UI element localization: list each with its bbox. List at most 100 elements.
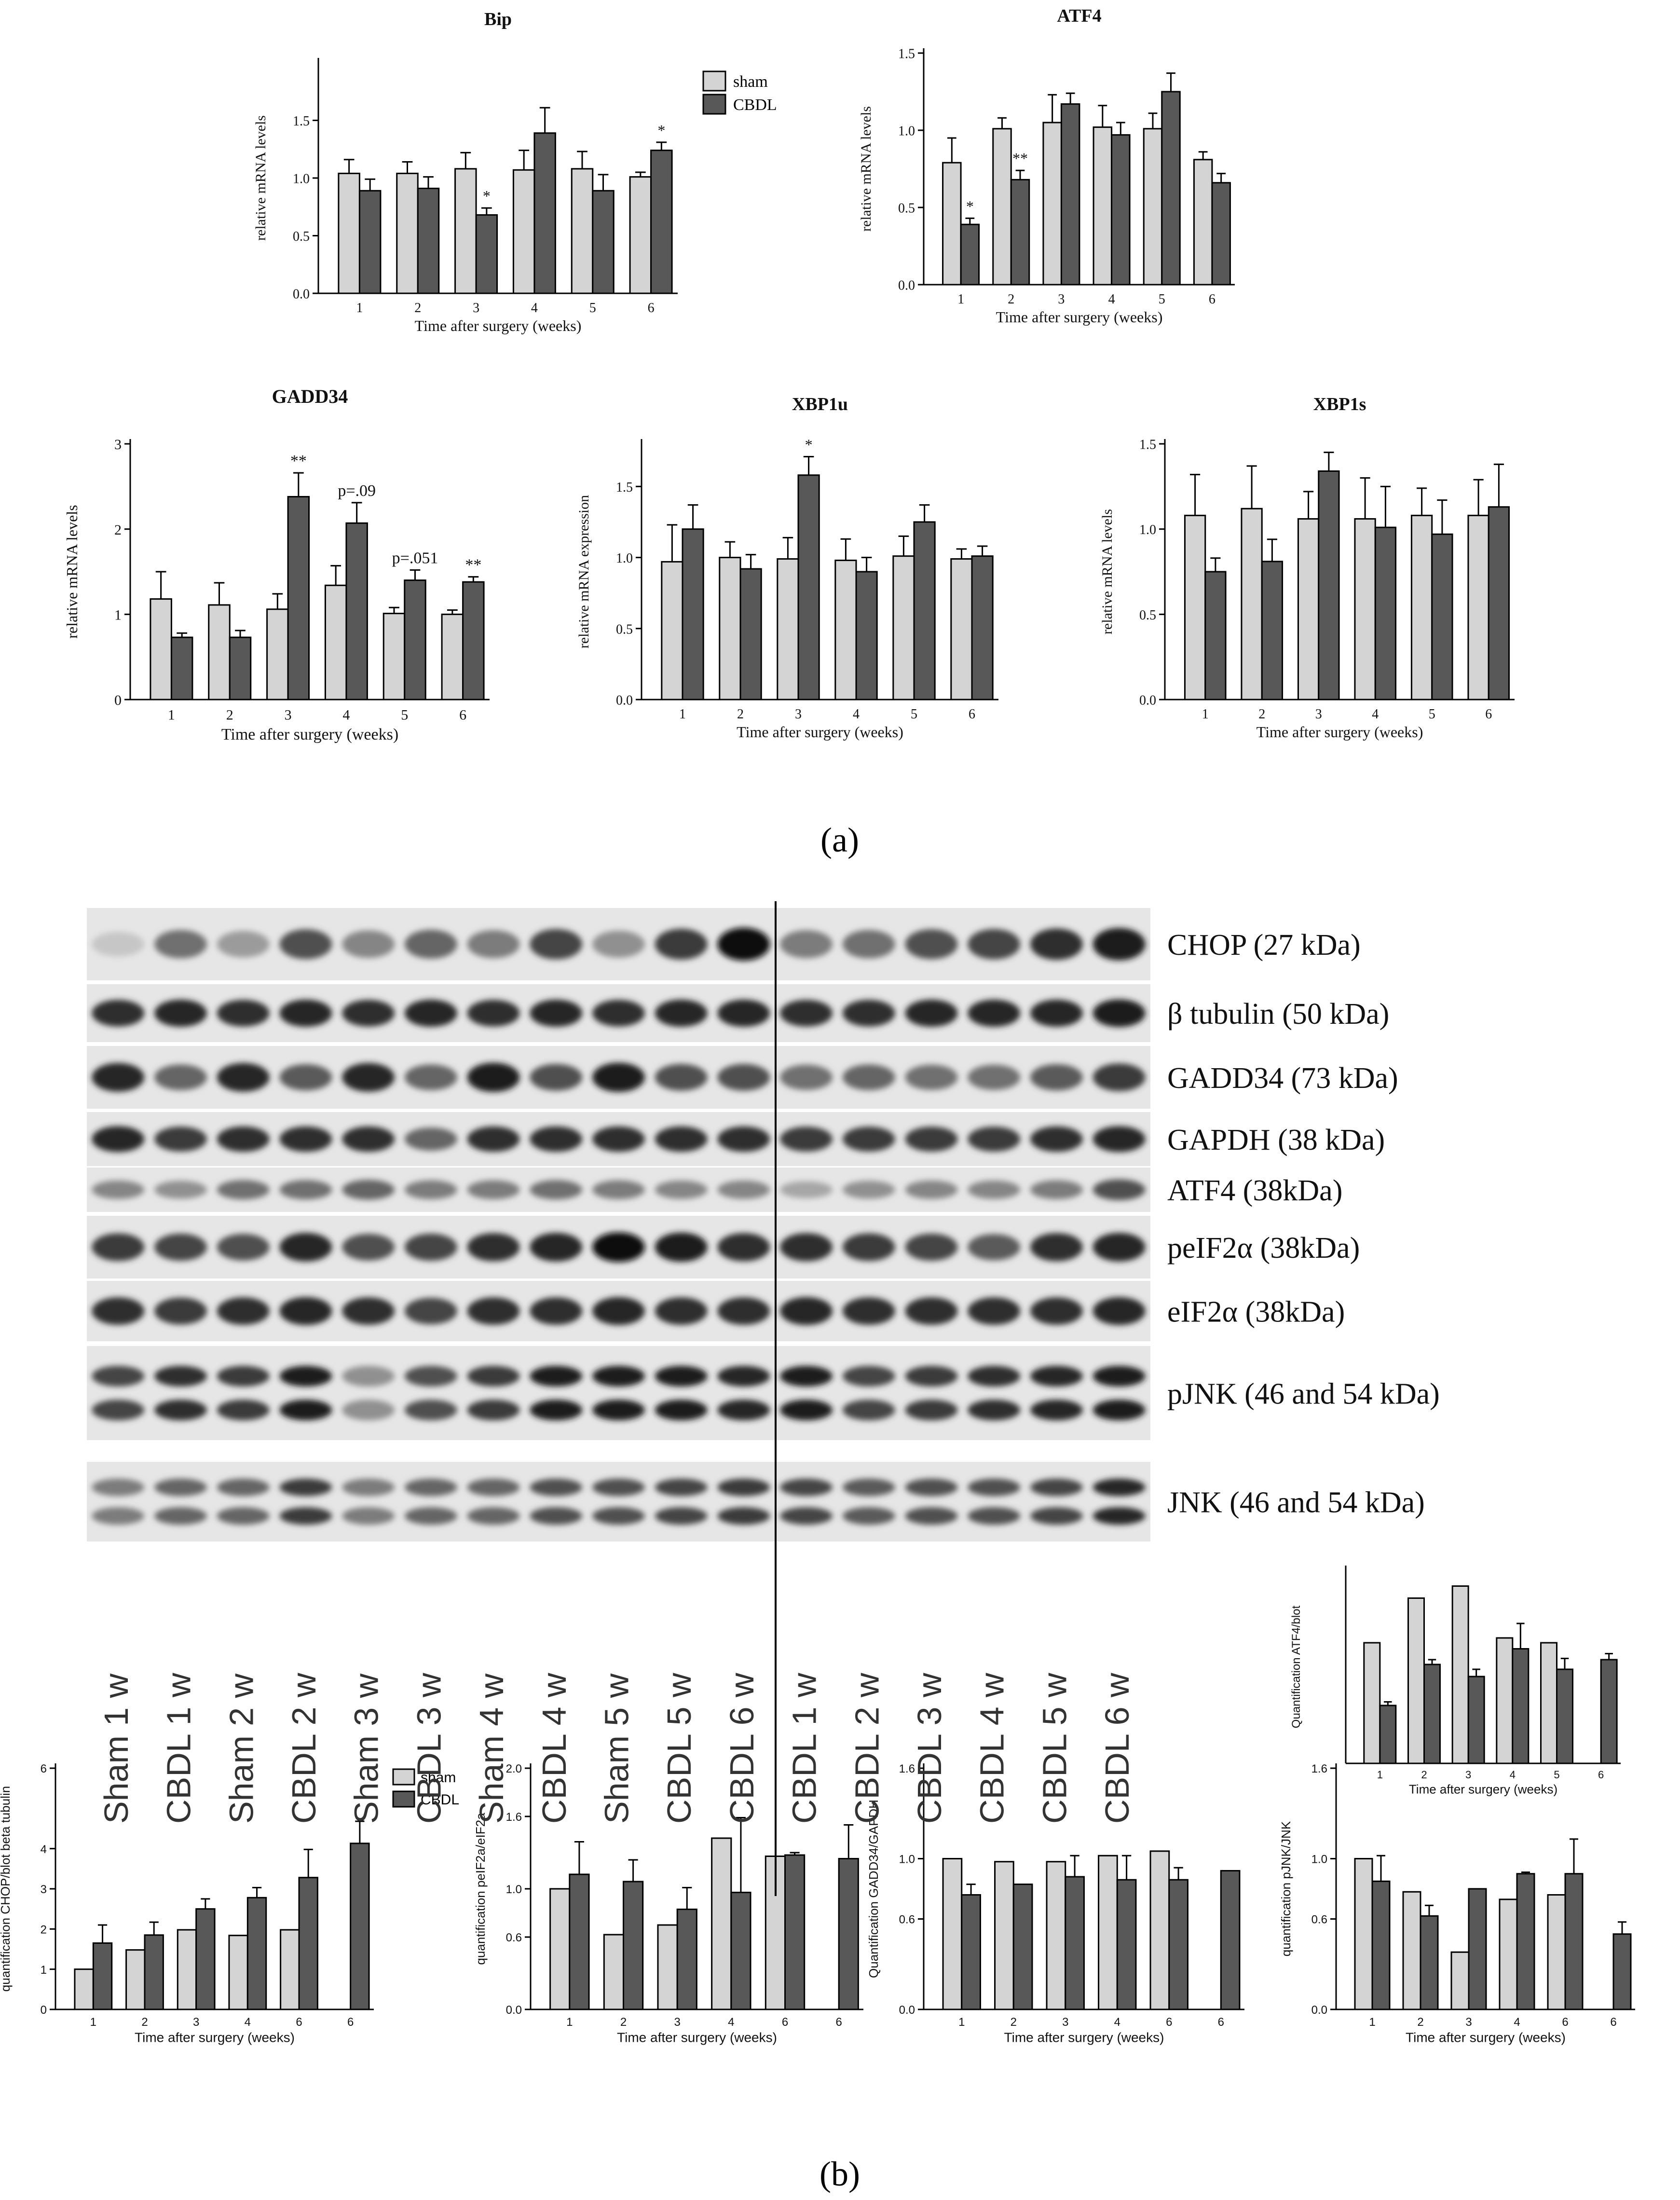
- bar-cbdl-q_peif2a: [784, 1854, 806, 2010]
- blot-band: [217, 931, 270, 958]
- y-tick-label-q_chop: 2: [41, 1923, 47, 1936]
- bar-cbdl-atf4: [1161, 91, 1181, 286]
- x-tick-label-gadd34: 6: [459, 707, 466, 723]
- blot-band: [530, 1400, 583, 1421]
- blot-band: [154, 1400, 207, 1421]
- y-tick-label-xbp1u: 1.5: [616, 480, 633, 495]
- blot-band: [1030, 1297, 1083, 1325]
- blot-band: [92, 1126, 145, 1152]
- y-tick-label-q_peif2a: 0.6: [506, 1931, 522, 1944]
- blot-band: [968, 1400, 1021, 1421]
- blot-band: [217, 1297, 270, 1325]
- blot-band: [905, 1365, 958, 1387]
- blot-band: [717, 1180, 770, 1199]
- blot-band: [968, 1064, 1021, 1090]
- blot-band: [217, 1507, 270, 1525]
- blot-lane-label: Sham 1 w: [97, 1673, 135, 1824]
- bar-sham-gadd34: [208, 604, 231, 701]
- blot-band: [217, 1478, 270, 1496]
- blot-lane-label: CBDL 1 w: [786, 1673, 823, 1824]
- blot-band: [655, 1365, 708, 1387]
- blot-band: [154, 1507, 207, 1525]
- bar-sham-q_atf4: [1496, 1637, 1514, 1764]
- y-tick-label-bip: 0.5: [293, 229, 310, 244]
- x-axis-label-q_peif2a: Time after surgery (weeks): [617, 2030, 777, 2045]
- y-tick-label-atf4: 1.0: [898, 124, 915, 139]
- blot-band: [530, 929, 583, 960]
- blot-band: [592, 1365, 645, 1387]
- blot-band: [780, 1000, 833, 1027]
- bar-cbdl-bip: [592, 190, 615, 294]
- blot-band: [592, 1478, 645, 1496]
- x-axis-label-atf4: Time after surgery (weeks): [996, 308, 1163, 326]
- bar-sham-xbp1s: [1354, 518, 1376, 701]
- bar-sham-gadd34: [150, 598, 172, 701]
- blot-lane-label: CBDL 3 w: [410, 1673, 448, 1824]
- x-tick-label-q_gadd34: 4: [1114, 2016, 1120, 2029]
- significance-annotation-gadd34: p=.09: [338, 482, 376, 500]
- blot-band: [154, 1297, 207, 1325]
- blot-band: [905, 999, 958, 1027]
- blot-strip-3: GAPDH (38 kDa): [87, 1112, 1385, 1166]
- blot-band: [154, 1365, 207, 1387]
- bar-cbdl-q_pjnk: [1420, 1915, 1439, 2010]
- bar-cbdl-q_chop: [298, 1877, 318, 2010]
- x-tick-label-q_peif2a: 3: [674, 2016, 680, 2029]
- x-tick-label-q_pjnk: 3: [1465, 2016, 1472, 2029]
- blot-band: [279, 929, 332, 959]
- bar-sham-q_gadd34: [1098, 1855, 1118, 2010]
- bar-cbdl-xbp1s: [1261, 561, 1284, 701]
- blot-band: [217, 1063, 270, 1092]
- bar-cbdl-q_atf4: [1379, 1705, 1397, 1764]
- bar-sham-q_atf4: [1363, 1642, 1381, 1764]
- y-tick-label-bip: 0.0: [293, 287, 310, 302]
- x-tick-label-q_pjnk: 2: [1417, 2016, 1423, 2029]
- bar-cbdl-xbp1u: [682, 528, 704, 701]
- bar-cbdl-q_atf4: [1423, 1664, 1441, 1764]
- x-tick-label-q_chop: 3: [193, 2016, 199, 2029]
- blot-band: [279, 1233, 332, 1262]
- chart-q_peif2a: 0.0 0.6 1.0 1.6 2.0 quantification peIF2a/eIF…: [473, 1762, 863, 2045]
- y-tick-label-gadd34: 1: [114, 607, 122, 623]
- blot-band: [968, 1234, 1021, 1261]
- blot-band: [717, 1478, 770, 1496]
- significance-annotation-gadd34: **: [465, 556, 481, 574]
- blot-band: [467, 1000, 520, 1027]
- blot-band: [279, 1507, 332, 1525]
- blot-band: [404, 1365, 457, 1387]
- y-tick-label-gadd34: 3: [114, 437, 122, 453]
- x-tick-label-atf4: 6: [1209, 292, 1216, 307]
- blot-band: [717, 1126, 770, 1152]
- blot-band: [217, 1000, 270, 1027]
- y-tick-label-q_gadd34: 1.0: [899, 1853, 915, 1866]
- blot-strip-label: ATF4 (38kDa): [1167, 1174, 1342, 1207]
- y-tick-label-q_gadd34: 0.6: [899, 1913, 915, 1926]
- blot-band: [92, 1000, 145, 1027]
- blot-strip-label: GADD34 (73 kDa): [1167, 1062, 1398, 1095]
- x-tick-label-xbp1u: 4: [853, 707, 860, 722]
- bar-cbdl-q_chop: [246, 1897, 267, 2010]
- blot-lane-label: Sham 4 w: [473, 1673, 510, 1824]
- blot-band: [154, 1064, 207, 1090]
- blot-band: [842, 1365, 895, 1387]
- blot-strip-1: β tubulin (50 kDa): [87, 984, 1389, 1042]
- legend-b-sham-label: sham: [421, 1770, 456, 1786]
- blot-band: [842, 930, 895, 959]
- bar-sham-atf4: [992, 128, 1012, 286]
- x-tick-label-bip: 1: [356, 301, 363, 316]
- bar-sham-q_peif2a: [603, 1934, 625, 2010]
- bar-cbdl-q_pjnk: [1516, 1873, 1535, 2010]
- significance-annotation-atf4: *: [966, 197, 974, 215]
- blot-band: [717, 928, 770, 961]
- blot-band: [655, 1126, 708, 1152]
- blot-band: [968, 1507, 1021, 1525]
- bar-sham-q_pjnk: [1354, 1858, 1373, 2010]
- bar-sham-q_gadd34: [994, 1861, 1014, 2010]
- blot-strip-label: β tubulin (50 kDa): [1167, 998, 1389, 1031]
- y-axis-label-atf4: relative mRNA levels: [858, 106, 874, 232]
- x-axis-label-bip: Time after surgery (weeks): [415, 317, 582, 334]
- blot-band: [279, 1478, 332, 1496]
- blot-band: [467, 1365, 520, 1387]
- blot-band: [342, 1126, 395, 1152]
- blot-band: [1030, 1400, 1083, 1421]
